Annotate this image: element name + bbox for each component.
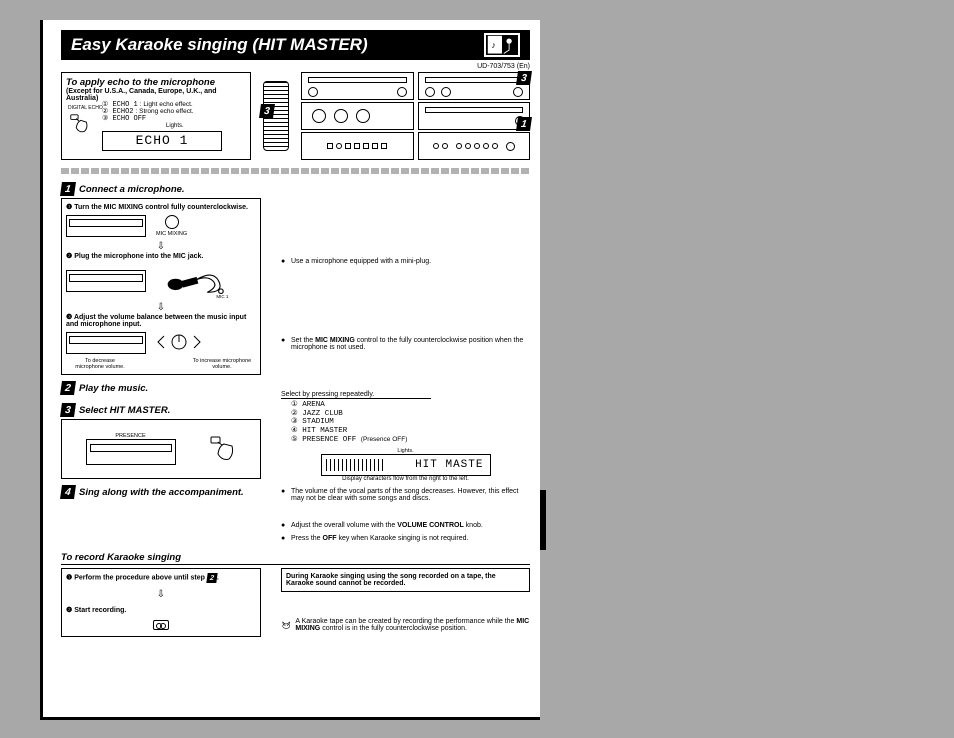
- step-3-heading: 3 Select HIT MASTER.: [61, 403, 261, 417]
- echo-lcd: ECHO 1: [102, 131, 222, 151]
- svg-text:♪: ♪: [491, 41, 495, 51]
- receiver-diagram-1: [66, 215, 146, 237]
- step-1-box: ❶ Turn the MIC MIXING control fully coun…: [61, 198, 261, 375]
- record-step-1: ❶ Perform the procedure above until step…: [66, 573, 256, 583]
- step-3-box: PRESENCE: [61, 419, 261, 479]
- step-1-3: ❸ Adjust the volume balance between the …: [66, 313, 256, 328]
- step-2-3-row: 2 Play the music. 3 Select HIT MASTER. P…: [61, 381, 530, 548]
- page-title: Easy Karaoke singing (HIT MASTER): [71, 35, 368, 55]
- karaoke-icon: ♪: [484, 33, 520, 57]
- press-icon: [68, 113, 90, 135]
- volume-balance-icon: [156, 332, 202, 352]
- receiver-diagram-2: [66, 270, 146, 292]
- arrow-down-icon: ⇩: [66, 241, 256, 252]
- step-1-notes: ●Use a microphone equipped with a mini-p…: [281, 182, 530, 381]
- record-title: To record Karaoke singing: [61, 552, 530, 565]
- step-4-heading: 4 Sing along with the accompaniment.: [61, 485, 261, 499]
- cassette-icon: [153, 620, 169, 630]
- remote-callout-3: 3: [259, 104, 275, 118]
- microphone-icon: MIC 1: [156, 264, 236, 298]
- remote-icon: 3: [263, 81, 289, 151]
- echo-modes: ① ECHO 1: Light echo effect. ② ECHO2: St…: [102, 102, 246, 123]
- tape-deck-diagram: [301, 72, 414, 100]
- echo-subtitle: (Except for U.S.A., Canada, Europe, U.K.…: [66, 88, 246, 102]
- model-code: UD-703/753 (En): [61, 63, 530, 70]
- record-step-2: ❷ Start recording.: [66, 606, 256, 614]
- echo-section: To apply echo to the microphone (Except …: [61, 72, 251, 160]
- record-box: ❶ Perform the procedure above until step…: [61, 568, 261, 637]
- lights-label: Lights.: [166, 123, 246, 129]
- step-2-heading: 2 Play the music.: [61, 381, 261, 395]
- record-row: ❶ Perform the procedure above until step…: [61, 568, 530, 638]
- mic-mixing-knob-icon: [165, 215, 179, 229]
- eq-diagram: [301, 132, 414, 160]
- step-3-notes: Select by pressing repeatedly. ① ARENA ②…: [281, 381, 530, 548]
- echo-row: To apply echo to the microphone (Except …: [61, 72, 530, 160]
- amp-callout-1: 1: [516, 117, 532, 131]
- system-diagram: 3 1: [301, 72, 530, 160]
- tuner-diagram: 3: [418, 72, 531, 100]
- step-1-heading: 1 Connect a microphone.: [61, 182, 261, 196]
- svg-text:MIC 1: MIC 1: [216, 294, 229, 298]
- record-warning: During Karaoke singing using the song re…: [281, 568, 530, 592]
- mascot-icon: [281, 618, 291, 632]
- digital-echo-button-label: DIGITAL ECHO: [68, 105, 103, 137]
- tuner-callout-3: 3: [516, 71, 532, 85]
- presence-lcd: HIT MASTE: [321, 454, 491, 476]
- presence-unit-diagram: [86, 439, 176, 465]
- press-hand-icon: [207, 434, 237, 464]
- controls-diagram: [418, 132, 531, 160]
- presence-modes: ① ARENA ② JAZZ CLUB ③ STADIUM ④ HIT MAST…: [291, 401, 530, 444]
- manual-page: Easy Karaoke singing (HIT MASTER) ♪ UD-7…: [40, 20, 540, 720]
- page-header: Easy Karaoke singing (HIT MASTER) ♪: [61, 30, 530, 60]
- step-1-row: 1 Connect a microphone. ❶ Turn the MIC M…: [61, 182, 530, 381]
- receiver-diagram-3: [66, 332, 146, 354]
- step-1-1: ❶ Turn the MIC MIXING control fully coun…: [66, 203, 256, 211]
- echo-title: To apply echo to the microphone: [66, 77, 246, 88]
- arrow-down-icon-3: ⇩: [66, 589, 256, 600]
- arrow-down-icon-2: ⇩: [66, 302, 256, 313]
- amp-top-diagram: 1: [418, 102, 531, 130]
- remote-diagram: 3: [257, 72, 295, 160]
- step-1-2: ❷ Plug the microphone into the MIC jack.: [66, 252, 256, 260]
- divider: [61, 168, 530, 174]
- cd-diagram: [301, 102, 414, 130]
- page-tab: [540, 490, 546, 550]
- record-tip: A Karaoke tape can be created by recordi…: [281, 618, 530, 632]
